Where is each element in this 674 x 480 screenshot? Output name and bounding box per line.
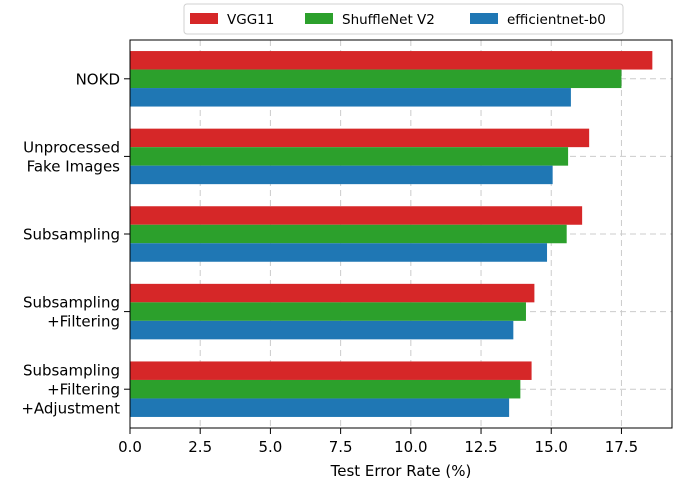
category-label-line: Subsampling [23, 294, 120, 312]
legend-label: ShuffleNet V2 [342, 12, 435, 28]
bar [130, 51, 653, 70]
x-tick-label: 5.0 [258, 438, 282, 456]
bars [130, 51, 653, 417]
category-label: Unprocessed Fake Images [23, 138, 120, 175]
legend-label: efficientnet-b0 [507, 12, 606, 28]
category-label-line: Fake Images [27, 157, 121, 175]
legend-swatch [470, 13, 498, 24]
bar [130, 88, 571, 107]
legend: VGG11 ShuffleNet V2 efficientnet-b0 [183, 3, 624, 35]
legend-frame [183, 3, 624, 35]
bar [130, 283, 535, 303]
x-tick-label: 2.5 [188, 438, 212, 456]
category-label-line: Subsampling [23, 362, 120, 380]
category-label: Subsampling [23, 226, 120, 244]
legend-label: VGG11 [227, 12, 274, 28]
x-tick-label: 10.0 [394, 438, 427, 456]
category-label: NOKD [76, 70, 120, 88]
category-label-line: Unprocessed [23, 138, 120, 156]
category-label: Subsampling +Filtering [23, 294, 120, 331]
category-label-line: +Filtering [47, 381, 120, 399]
category-label-line: NOKD [76, 70, 120, 88]
bar [130, 69, 622, 89]
bar [130, 224, 567, 244]
x-tick-label: 7.5 [329, 438, 353, 456]
category-label: Subsampling +Filtering +Adjustment [21, 362, 120, 418]
category-label-line: Subsampling [23, 226, 120, 244]
bar [130, 243, 548, 262]
x-tick-label: 15.0 [535, 438, 568, 456]
category-label-line: +Adjustment [21, 400, 120, 418]
bar [130, 379, 521, 399]
x-axis-ticks: 0.0 2.5 5.0 7.5 10.0 12.5 15.0 17.5 [118, 428, 638, 456]
legend-swatch [190, 13, 218, 24]
category-label-line: +Filtering [47, 313, 120, 331]
bar [130, 398, 510, 417]
bar [130, 128, 590, 148]
bar [130, 320, 514, 340]
x-axis-label: Test Error Rate (%) [330, 462, 472, 480]
x-tick-label: 12.5 [464, 438, 497, 456]
bar [130, 165, 553, 185]
bar [130, 206, 583, 225]
x-tick-label: 0.0 [118, 438, 142, 456]
bar [130, 302, 526, 321]
legend-swatch [305, 13, 333, 24]
bar [130, 361, 532, 380]
x-tick-label: 17.5 [605, 438, 638, 456]
bar [130, 147, 569, 166]
